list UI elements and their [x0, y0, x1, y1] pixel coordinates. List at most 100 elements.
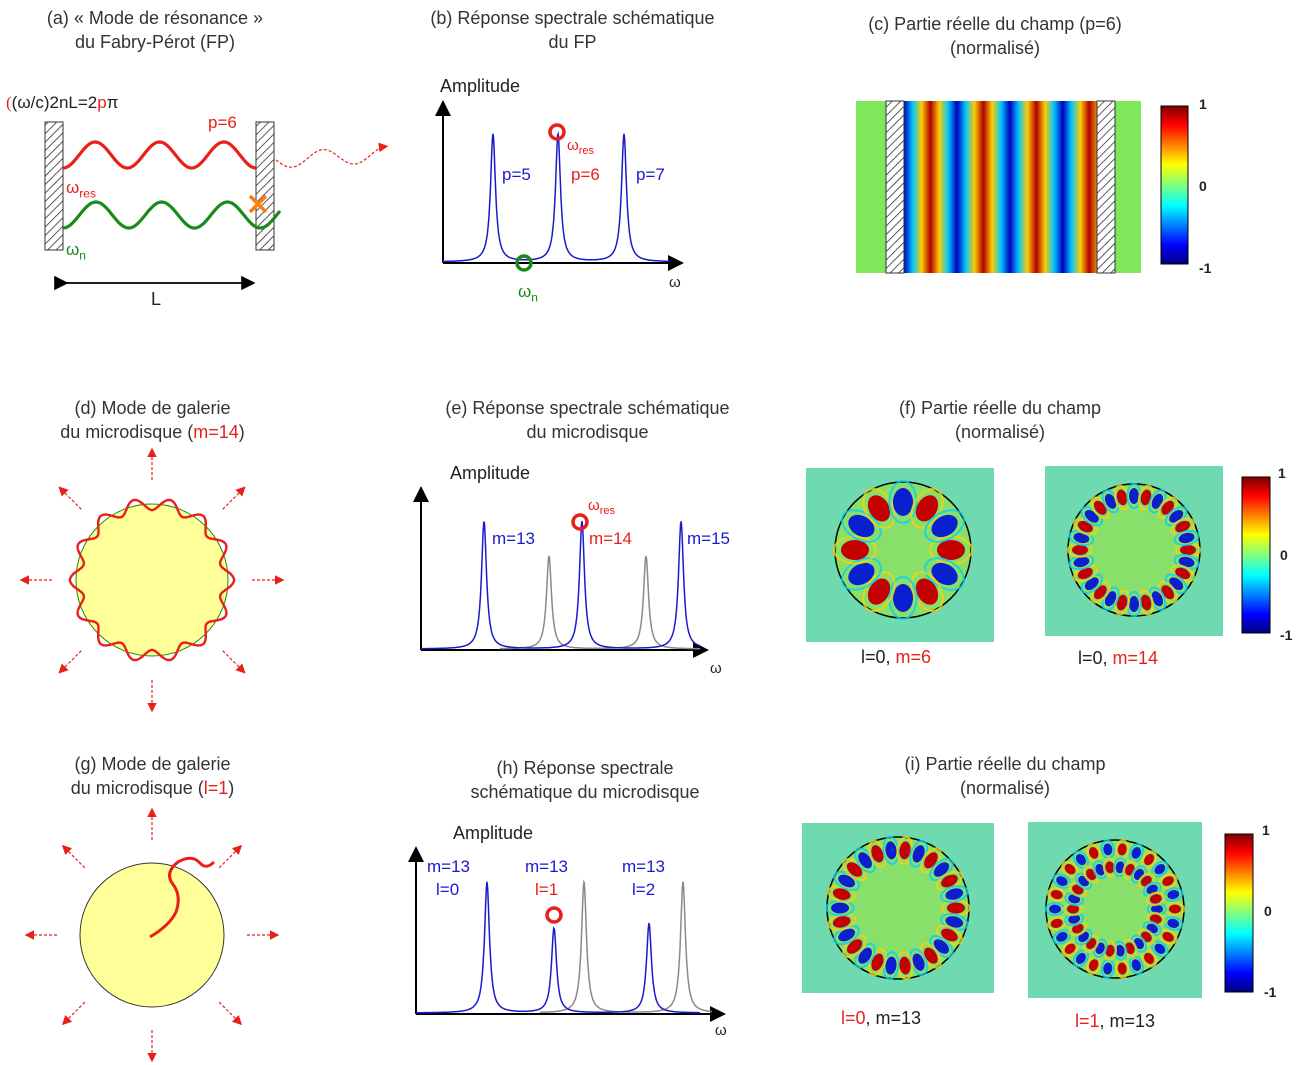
field-lobe	[832, 916, 851, 928]
caption-c: (c) Partie réelle du champ (p=6) (normal…	[835, 12, 1155, 60]
peak-p7: p=7	[636, 165, 665, 184]
field-lobe-halo	[1148, 586, 1167, 611]
peak-h3-m: m=13	[622, 857, 665, 876]
fp-spectrum	[435, 100, 684, 272]
field-lobe-halo	[1068, 553, 1095, 571]
field-lobe-halo	[1164, 506, 1188, 527]
field-maps-f	[806, 466, 1271, 642]
field-lobe	[912, 845, 925, 863]
field-lobe	[941, 928, 958, 942]
field-lobes-m14	[1067, 483, 1201, 617]
field-lobe	[858, 947, 872, 964]
field-lobe	[1056, 932, 1068, 942]
field-lobe	[893, 584, 913, 612]
field-lobe-halo	[1170, 517, 1195, 536]
field-lobe	[1129, 488, 1139, 504]
field-lobe	[871, 953, 884, 971]
field-lobe	[1115, 944, 1125, 957]
spectrum-blue-h	[416, 881, 700, 1014]
eq-prefix: (ω/c)2nL=2	[11, 93, 98, 112]
microdisk-spectrum-e	[413, 486, 709, 658]
caption-c-line2: (normalisé)	[949, 38, 1041, 58]
field-lobe	[1131, 959, 1142, 971]
field-lobe	[1175, 520, 1191, 533]
field-label-i2: l=1, m=13	[1075, 1011, 1156, 1031]
colorbar-c-mid: 0	[1199, 178, 1207, 194]
caption-d: (d) Mode de galerie du microdisque (m=14…	[30, 396, 275, 444]
caption-i: (i) Partie réelle du champ (normalisé)	[855, 752, 1155, 800]
field-lobe-halo	[924, 557, 965, 591]
length-label: L	[151, 289, 162, 309]
field-lobe-halo	[1145, 891, 1166, 907]
colorbar-i	[1224, 833, 1254, 993]
field-lobe-halo	[888, 480, 918, 524]
field-lobe	[937, 540, 965, 560]
field-lobe-halo	[1073, 517, 1098, 536]
field-lobe	[1144, 952, 1155, 964]
eq-suffix: π	[106, 93, 119, 112]
caption-f-line2: (normalisé)	[954, 422, 1046, 442]
peak-h1-m: m=13	[427, 857, 470, 876]
field-lobe-halo	[1101, 586, 1120, 611]
field-lobe	[931, 514, 958, 538]
emission-arrow	[61, 1001, 86, 1026]
omega-res-label-e: ωres	[588, 497, 615, 517]
right-mirror	[255, 121, 275, 251]
field-lobes-l1	[1045, 839, 1185, 979]
caption-e-line2: du microdisque	[526, 422, 649, 442]
field-right-mirror	[1096, 100, 1116, 274]
field-lobe-halo	[841, 509, 882, 543]
field-lobe	[1077, 567, 1093, 580]
field-lobe	[1162, 876, 1174, 886]
field-left-mirror	[885, 100, 905, 274]
caption-b: (b) Réponse spectrale schématique du FP	[395, 6, 750, 54]
caption-d-line1: (d) Mode de galerie	[74, 398, 231, 418]
peak-h1-l: l=0	[436, 880, 460, 899]
resonance-marker	[548, 123, 566, 141]
caption-a-line2: du Fabry-Pérot (FP)	[74, 32, 236, 52]
resonance-equation: ((ω/c)2nL=2pπ	[6, 93, 119, 112]
field-lobe-halo	[1090, 496, 1111, 520]
field-label-f1: l=0, m=6	[861, 647, 932, 667]
field-lobe	[912, 953, 925, 971]
caption-g-line1: (g) Mode de galerie	[74, 754, 231, 774]
colorbar-f-top: 1	[1278, 465, 1286, 481]
field-lobe	[947, 902, 965, 914]
resonant-wave	[62, 140, 257, 170]
field-lobe	[1050, 890, 1063, 900]
field-lobe	[1104, 493, 1117, 509]
emission-arrows-d	[19, 447, 285, 713]
field-lobe	[831, 902, 849, 914]
emission-arrow	[58, 486, 82, 510]
field-lobe	[1072, 545, 1088, 555]
caption-h: (h) Réponse spectrale schématique du mic…	[430, 756, 740, 804]
spectrum-grey-h	[540, 879, 712, 1014]
field-lobe-halo	[924, 509, 965, 543]
caption-i-line1: (i) Partie réelle du champ	[904, 754, 1106, 774]
field-lobe-halo	[1073, 564, 1098, 583]
emission-arrow	[218, 1001, 243, 1026]
peak-m15: m=15	[687, 529, 730, 548]
field-lobe	[838, 928, 855, 942]
field-lobe	[1068, 914, 1081, 924]
field-lobe	[1075, 952, 1086, 964]
field-lobe	[1167, 918, 1180, 928]
caption-i-line2: (normalisé)	[959, 778, 1051, 798]
omega-res-label-b: ωres	[567, 137, 594, 157]
wgm-l1-diagram	[24, 807, 280, 1063]
emission-arrow	[58, 650, 82, 674]
field-lobe	[1105, 944, 1115, 957]
field-lobe	[1095, 863, 1105, 876]
fp-field-map	[856, 100, 1189, 274]
field-lobe	[1103, 962, 1113, 975]
peak-p5: p=5	[502, 165, 531, 184]
field-label-f2: l=0, m=14	[1078, 648, 1159, 668]
field-lobe	[899, 956, 911, 975]
field-lobe-halo	[1068, 529, 1095, 547]
field-lobe	[1117, 962, 1127, 975]
fp-cavity-diagram	[44, 121, 389, 291]
field-lobe	[1049, 904, 1061, 914]
caption-f-line1: (f) Partie réelle du champ	[898, 398, 1102, 418]
field-lobe-halo	[910, 571, 944, 612]
